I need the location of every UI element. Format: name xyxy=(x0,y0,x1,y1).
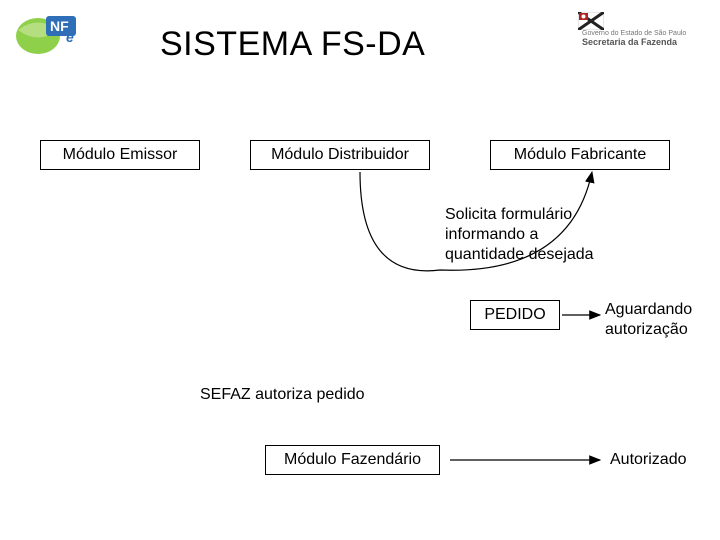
text-autorizado: Autorizado xyxy=(610,450,687,470)
svg-text:e: e xyxy=(66,29,74,45)
text-solicita: Solicita formulárioinformando aquantidad… xyxy=(445,205,594,265)
node-distribuidor: Módulo Distribuidor xyxy=(250,140,430,170)
sefaz-line2: Secretaria da Fazenda xyxy=(582,37,677,47)
node-pedido: PEDIDO xyxy=(470,300,560,330)
node-distribuidor-label: Módulo Distribuidor xyxy=(271,146,409,164)
diagram-stage: NF e Governo do Estado de São Paulo Secr… xyxy=(0,0,720,540)
text-aguardando: Aguardandoautorização xyxy=(605,300,692,340)
sefaz-logo: Governo do Estado de São Paulo Secretari… xyxy=(578,12,708,48)
text-sefaz-autoriza: SEFAZ autoriza pedido xyxy=(200,385,365,405)
page-title: SISTEMA FS-DA xyxy=(160,25,425,64)
node-emissor-label: Módulo Emissor xyxy=(63,146,178,164)
node-pedido-label: PEDIDO xyxy=(484,306,545,324)
node-fabricante-label: Módulo Fabricante xyxy=(514,146,647,164)
node-emissor: Módulo Emissor xyxy=(40,140,200,170)
node-fazendario: Módulo Fazendário xyxy=(265,445,440,475)
node-fazendario-label: Módulo Fazendário xyxy=(284,451,421,469)
nfe-logo: NF e xyxy=(10,10,90,60)
node-fabricante: Módulo Fabricante xyxy=(490,140,670,170)
